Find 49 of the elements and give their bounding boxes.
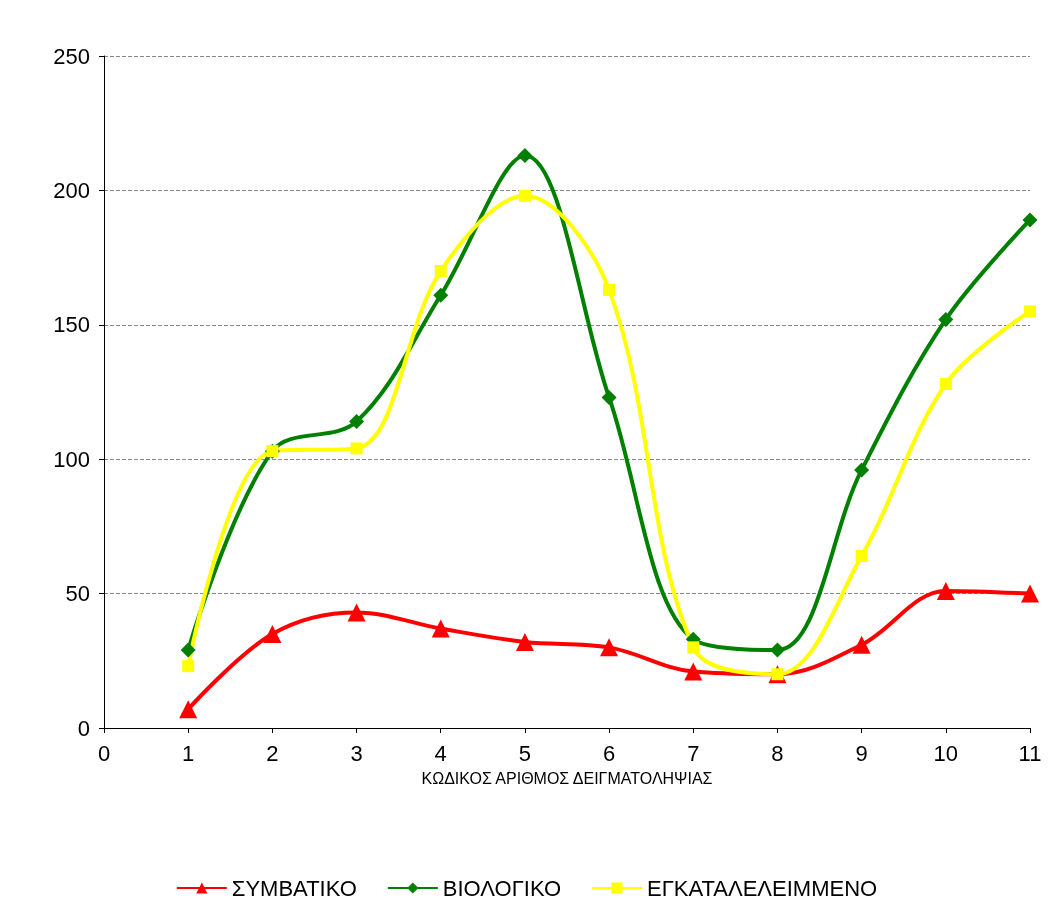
point [600,638,619,657]
y-tick-label: 150 [53,312,90,338]
legend-label: ΒΙΟΛΟΓΙΚΟ [442,875,561,901]
x-tick-label: 11 [1018,740,1042,766]
x-tick-label: 2 [266,740,279,766]
point [433,287,449,303]
point [349,414,365,430]
point [182,660,195,673]
point [518,189,531,202]
y-tick-label: 250 [53,43,90,69]
x-tick-label: 4 [434,740,447,766]
x-tick-label: 6 [602,740,616,766]
point [179,700,198,719]
point [601,389,617,405]
point [852,635,871,654]
point [936,581,955,600]
point [434,265,447,278]
point [1021,584,1039,603]
x-tick-label: 9 [855,740,868,766]
point [350,442,363,455]
point [431,619,450,638]
x-tick-label: 1 [182,740,195,766]
point [517,147,533,163]
point [263,624,282,643]
x-tick-label: 0 [97,740,111,766]
y-tick-label: 0 [77,715,90,741]
x-tick-label: 8 [771,740,784,766]
point [855,549,868,562]
point [515,632,534,651]
y-tick-label: 100 [53,446,90,472]
x-axis-title: ΚΩΔΙΚΟΣ ΑΡΙΘΜΟΣ ΔΕΙΓΜΑΤΟΛΗΨΙΑΣ [421,769,713,787]
x-tick-label: 7 [687,740,700,766]
point [687,641,700,654]
point [939,377,952,390]
point [938,311,954,327]
point [854,462,870,478]
point [347,603,366,622]
y-tick-label: 50 [65,581,90,607]
point [180,642,196,658]
legend-label: ΕΓΚΑΤΑΛΕΛΕΙΜΜΕΝΟ [647,875,878,901]
x-tick-label: 3 [350,740,363,766]
y-tick-label: 200 [53,177,90,203]
x-tick-label: 5 [518,740,532,766]
point [603,283,616,296]
point [1022,212,1038,228]
point [1024,305,1036,318]
point [684,662,703,681]
x-tick-label: 10 [933,740,959,766]
legend-label: ΣΥΜΒΑΤΙΚΟ [231,875,357,901]
